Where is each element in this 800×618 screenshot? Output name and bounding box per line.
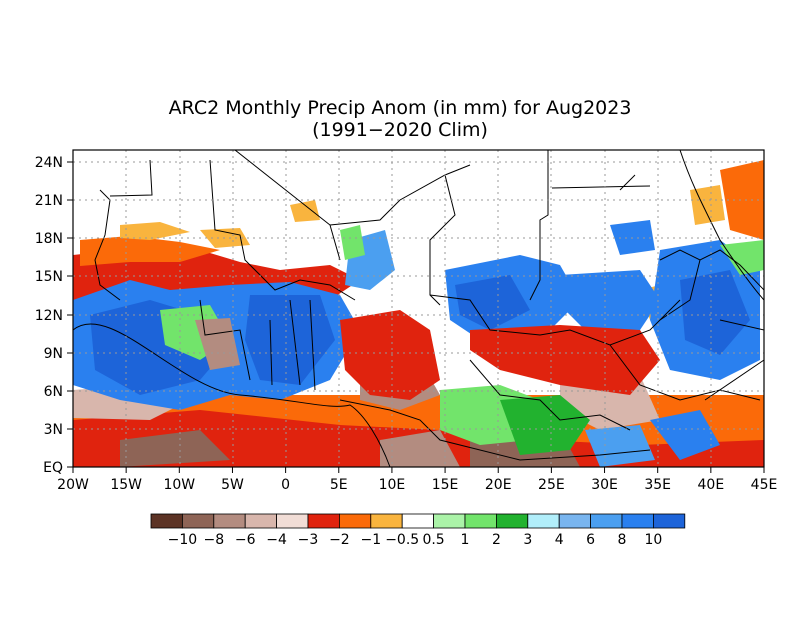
legend-swatch: [495, 513, 529, 529]
map-frame: [72, 149, 765, 468]
legend-label: −2: [329, 532, 350, 548]
legend-label: −10: [168, 532, 198, 548]
legend-swatch: [401, 513, 435, 529]
color-legend: −10 −8 −6 −4 −3 −2 −1 −0.5 0.5 1 2 3 4 6 8 10: [150, 513, 686, 548]
legend-label: −3: [298, 532, 319, 548]
anomaly-field: [73, 160, 764, 467]
lon-tick-label: 35E: [644, 477, 671, 493]
legend-label: 1: [461, 532, 470, 548]
lat-tick-label: EQ: [43, 460, 63, 476]
legend-label: 10: [644, 532, 662, 548]
legend-swatch: [621, 513, 654, 529]
map-title: ARC2 Monthly Precip Anom (in mm) for Aug…: [168, 97, 632, 119]
lon-tick-label: 10W: [163, 477, 195, 493]
legend-swatch: [244, 513, 277, 529]
lon-tick-label: 40E: [698, 477, 725, 493]
legend-label: 4: [555, 532, 564, 548]
legend-swatch: [213, 513, 246, 529]
lon-tick-label: 25E: [538, 477, 565, 493]
map-subtitle: (1991−2020 Clim): [312, 119, 488, 141]
lat-tick-label: 3N: [44, 422, 63, 438]
legend-label: 8: [618, 532, 627, 548]
legend-label: 6: [586, 532, 595, 548]
lat-tick-label: 12N: [35, 308, 63, 324]
lon-tick-label: 10E: [379, 477, 406, 493]
lon-tick-label: 5W: [221, 477, 244, 493]
legend-swatch: [338, 513, 372, 529]
legend-label: −0.5: [385, 532, 419, 548]
legend-swatch: [181, 513, 215, 529]
legend-swatch: [653, 513, 686, 529]
lat-tick-label: 18N: [35, 231, 63, 247]
lon-tick-label: 45E: [751, 477, 778, 493]
lat-tick-label: 21N: [35, 193, 63, 209]
legend-swatch: [558, 513, 592, 529]
lat-tick-label: 6N: [44, 384, 63, 400]
legend-label: 0.5: [422, 532, 444, 548]
legend-swatch: [276, 513, 309, 529]
lon-tick-label: 30E: [591, 477, 618, 493]
lat-tick-label: 15N: [35, 269, 63, 285]
legend-swatch: [464, 513, 497, 529]
legend-label: −8: [203, 532, 224, 548]
lon-tick-label: 20E: [485, 477, 512, 493]
legend-swatch: [307, 513, 340, 529]
longitude-axis: 20W 15W 10W 5W 0 5E 10E 15E 20E 25E 30E 35E 40E 45E: [57, 467, 777, 493]
legend-swatch: [527, 513, 560, 529]
lon-tick-label: 15E: [432, 477, 459, 493]
lat-tick-label: 9N: [44, 346, 63, 362]
lat-tick-label: 24N: [35, 155, 63, 171]
country-borders: [73, 150, 764, 467]
legend-swatch: [370, 513, 403, 529]
lon-tick-label: 5E: [330, 477, 348, 493]
gridlines: [73, 150, 764, 467]
legend-label: −1: [360, 532, 381, 548]
legend-label: −4: [266, 532, 287, 548]
lon-tick-label: 20W: [57, 477, 89, 493]
lon-tick-label: 15W: [110, 477, 142, 493]
legend-swatch: [150, 513, 183, 529]
legend-label: 3: [523, 532, 532, 548]
legend-label: 2: [492, 532, 501, 548]
legend-swatch: [433, 513, 466, 529]
lon-tick-label: 0: [281, 477, 290, 493]
latitude-axis: 24N 21N 18N 15N 12N 9N 6N 3N EQ: [35, 155, 73, 476]
legend-label: −6: [235, 532, 256, 548]
legend-swatch: [590, 513, 623, 529]
